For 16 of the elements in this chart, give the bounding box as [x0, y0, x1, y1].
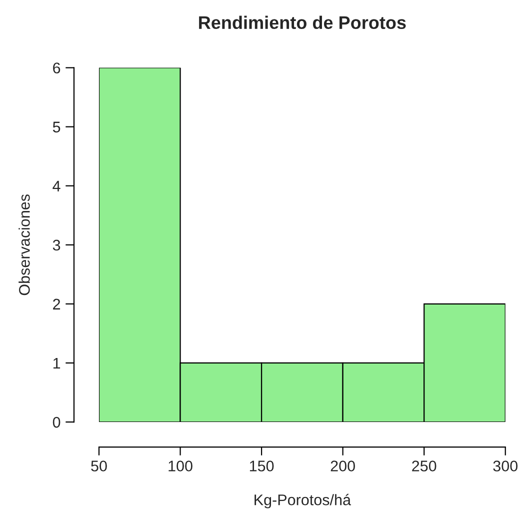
y-tick-label: 4: [52, 180, 60, 192]
x-tick-label: 300: [493, 460, 518, 472]
x-tick-label: 100: [168, 460, 192, 472]
y-axis-title: Observaciones: [18, 194, 30, 296]
chart-title: Rendimiento de Porotos: [199, 16, 406, 30]
y-tick-label: 2: [53, 298, 60, 310]
y-tick-label: 3: [52, 240, 60, 251]
y-tick-label: 1: [53, 358, 60, 368]
x-tick-label: 150: [250, 460, 274, 472]
x-tick-label: 250: [412, 460, 436, 472]
y-tick-label: 5: [52, 122, 60, 132]
x-tick-label: 50: [91, 460, 107, 472]
x-tick-label: 200: [330, 460, 355, 472]
y-tick-label: 6: [53, 62, 60, 74]
x-axis-title: Kg-Porotos/há: [254, 494, 352, 508]
y-tick-label: 0: [52, 416, 60, 428]
